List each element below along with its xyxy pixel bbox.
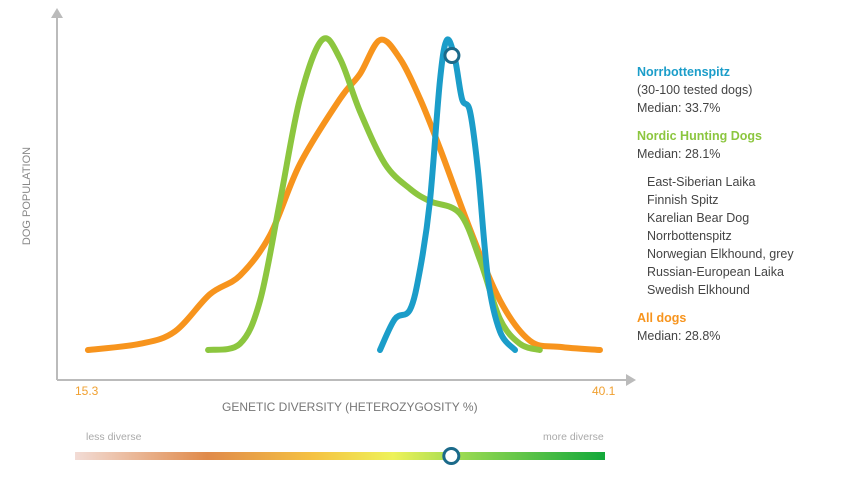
x-axis-arrow xyxy=(626,374,636,386)
legend-breed-title: Norrbottenspitz xyxy=(637,65,731,79)
series-line-norrbottenspitz xyxy=(377,36,519,353)
legend-breed-item[interactable]: Norwegian Elkhound, grey xyxy=(647,247,794,261)
legend-group-median: Median: 28.1% xyxy=(637,147,721,161)
more-diverse-label: more diverse xyxy=(543,431,604,443)
legend-breed-median: Median: 33.7% xyxy=(637,101,721,115)
x-tick-max: 40.1 xyxy=(592,384,616,398)
breed-median-marker xyxy=(443,47,461,64)
legend: Norrbottenspitz (30-100 tested dogs) Med… xyxy=(637,63,794,345)
legend-breed-item[interactable]: Karelian Bear Dog xyxy=(647,211,750,225)
legend-breed-item[interactable]: Finnish Spitz xyxy=(647,193,719,207)
legend-breed-item[interactable]: Norrbottenspitz xyxy=(647,229,732,243)
less-diverse-label: less diverse xyxy=(86,431,142,443)
diversity-scale-marker xyxy=(442,447,461,465)
legend-all-median: Median: 28.8% xyxy=(637,329,721,343)
x-axis-label: GENETIC DIVERSITY (HETEROZYGOSITY %) xyxy=(222,400,478,414)
legend-breed-sub: (30-100 tested dogs) xyxy=(637,83,753,97)
legend-breed-item[interactable]: Russian-European Laika xyxy=(647,265,784,279)
diversity-scale-bar xyxy=(75,452,605,460)
y-axis-label: DOG POPULATION xyxy=(21,146,34,246)
series-line-all-dogs xyxy=(84,36,603,353)
legend-group-title: Nordic Hunting Dogs xyxy=(637,129,762,143)
x-tick-min: 15.3 xyxy=(75,384,99,398)
legend-breed-item[interactable]: East-Siberian Laika xyxy=(647,175,756,189)
y-axis-arrow xyxy=(51,8,63,18)
legend-all-title: All dogs xyxy=(637,311,687,325)
legend-breed-item[interactable]: Swedish Elkhound xyxy=(647,283,750,297)
